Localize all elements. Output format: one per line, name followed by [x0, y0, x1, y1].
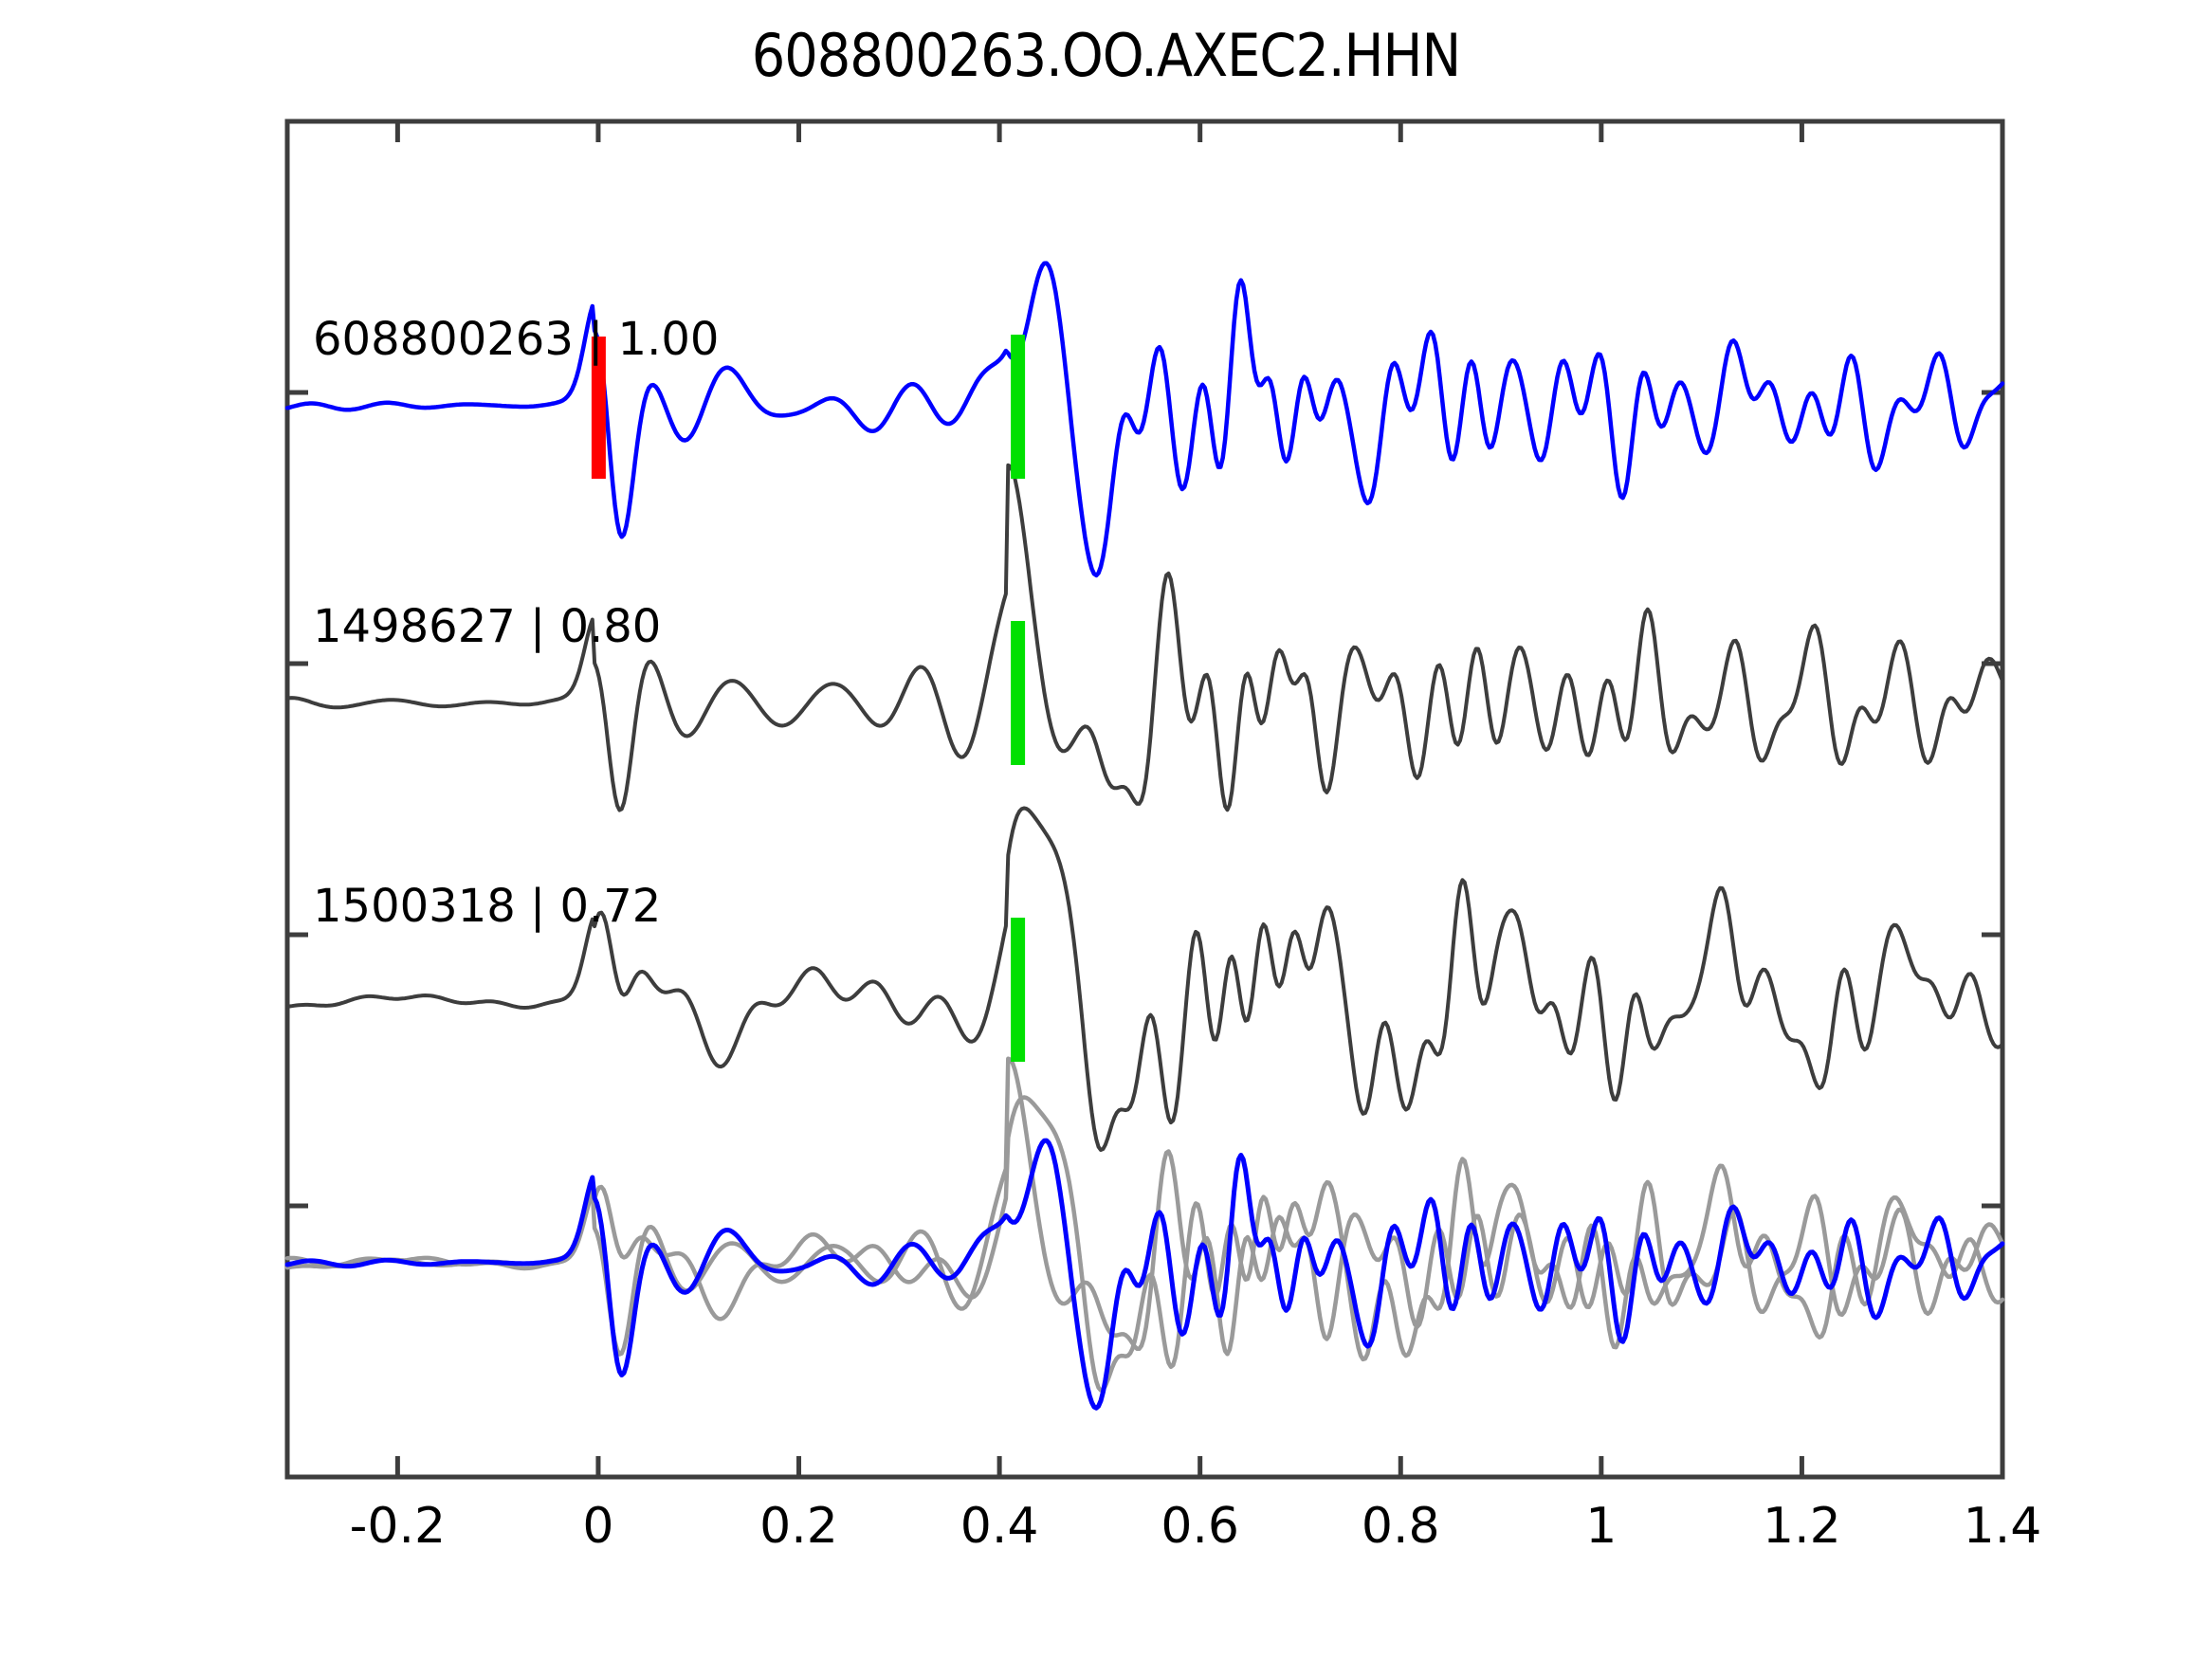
x-tick-label-8: 1.4: [1963, 1498, 2042, 1555]
x-tick-label-3: 0.4: [960, 1498, 1039, 1555]
detection-marker-green-1: [1011, 335, 1026, 479]
plot-frame: [284, 118, 2005, 1480]
x-tick-label-0: -0.2: [349, 1498, 447, 1555]
page-title: 608800263.OO.AXEC2.HHN: [751, 21, 1461, 90]
trace-label-1500318: 1500318 | 0.72: [313, 880, 662, 933]
waveform-trace-1500318: [285, 806, 2004, 1152]
detection-marker-green-2: [1011, 621, 1026, 765]
x-tick-label-7: 1.2: [1763, 1498, 1841, 1555]
waveform-trace-608800263: [284, 261, 2005, 578]
x-tick-label-5: 0.8: [1361, 1498, 1440, 1555]
pick-marker-red: [591, 337, 606, 479]
overlay-trace-608800263: [284, 1138, 2005, 1411]
detection-marker-green-3: [1011, 918, 1026, 1062]
trace-label-608800263: 608800263 | 1.00: [313, 313, 720, 366]
x-tick-label-1: 0: [582, 1498, 614, 1555]
x-tick-label-2: 0.2: [759, 1498, 838, 1555]
trace-label-1498627: 1498627 | 0.80: [313, 600, 662, 653]
x-tick-label-6: 1: [1585, 1498, 1618, 1555]
overlay-trace-1498627: [284, 1056, 2005, 1357]
x-tick-label-4: 0.6: [1161, 1498, 1240, 1555]
waveform-trace-1498627: [285, 463, 2004, 812]
overlay-trace-1500318: [284, 1095, 2005, 1393]
